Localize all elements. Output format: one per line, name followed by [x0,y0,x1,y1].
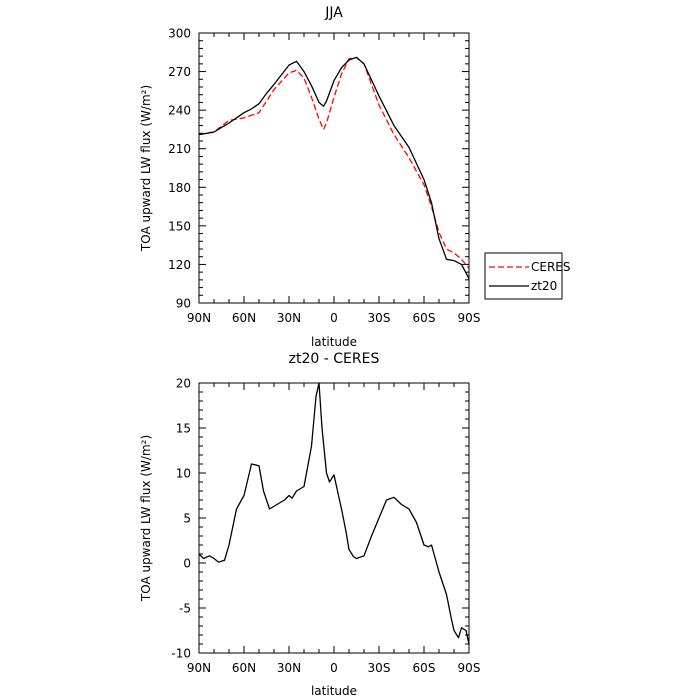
top-ytick-label: 270 [168,65,191,79]
bottom-series-layer [198,382,470,645]
top-xtick-label: 30S [368,311,391,325]
top-ylabel: TOA upward LW flux (W/m²) [139,85,153,252]
top-xtick-label: 90S [458,311,481,325]
top-axis-ticks: 90N 60N 30N 0 30S 60S 90S 90 120 150 180 210 240 270 3… [168,27,480,326]
top-xtick-label: 60N [232,311,256,325]
top-xlabel: latitude [311,335,357,349]
top-series-zt20 [198,56,470,279]
top-ytick-label: 210 [168,142,191,156]
legend-box [484,252,563,300]
bottom-title: zt20 - CERES [289,351,380,367]
top-ytick-label: 90 [176,297,191,311]
bottom-ytick-label: 0 [183,557,191,571]
top-panel: JJA 90N 60N 30N 0 30S 60S 90S 90 120 150 180 210 240… [139,5,571,349]
top-series-layer [198,56,470,279]
bottom-ytick-label: 15 [176,422,191,436]
top-xtick-label: 0 [330,311,338,325]
legend: CERES zt20 [484,252,571,300]
bottom-ylabel: TOA upward LW flux (W/m²) [139,435,153,602]
bottom-xtick-label: 90S [458,661,481,675]
top-ytick-label: 120 [168,258,191,272]
bottom-xtick-label: 60N [232,661,256,675]
bottom-xtick-label: 30S [368,661,391,675]
top-xtick-label: 60S [413,311,436,325]
top-ytick-label: 180 [168,181,191,195]
top-ytick-label: 300 [168,27,191,41]
bottom-xtick-label: 0 [330,661,338,675]
top-ytick-label: 150 [168,219,191,233]
bottom-ytick-label: 20 [176,377,191,391]
top-plot-frame [198,32,470,304]
bottom-xtick-label: 60S [413,661,436,675]
bottom-xtick-label: 90N [187,661,211,675]
bottom-panel: zt20 - CERES 90N 60N 30N 0 30S 60S 90S -10 -5 0 5 1… [139,351,480,698]
bottom-ytick-label: -10 [171,647,191,661]
top-series-ceres [198,56,470,269]
bottom-xtick-label: 30N [277,661,301,675]
bottom-plot-frame [198,382,470,654]
bottom-ytick-label: 10 [176,467,191,481]
bottom-series-zt20-ceres [198,382,470,645]
legend-label-zt20: zt20 [531,279,557,293]
top-title: JJA [324,5,343,21]
top-xtick-label: 90N [187,311,211,325]
bottom-xlabel: latitude [311,684,357,698]
bottom-ytick-label: 5 [183,512,191,526]
bottom-axis-ticks: 90N 60N 30N 0 30S 60S 90S -10 -5 0 5 10 15 20 [171,377,480,676]
top-xtick-label: 30N [277,311,301,325]
top-ytick-label: 240 [168,104,191,118]
bottom-ytick-label: -5 [179,602,191,616]
legend-label-ceres: CERES [531,260,571,274]
